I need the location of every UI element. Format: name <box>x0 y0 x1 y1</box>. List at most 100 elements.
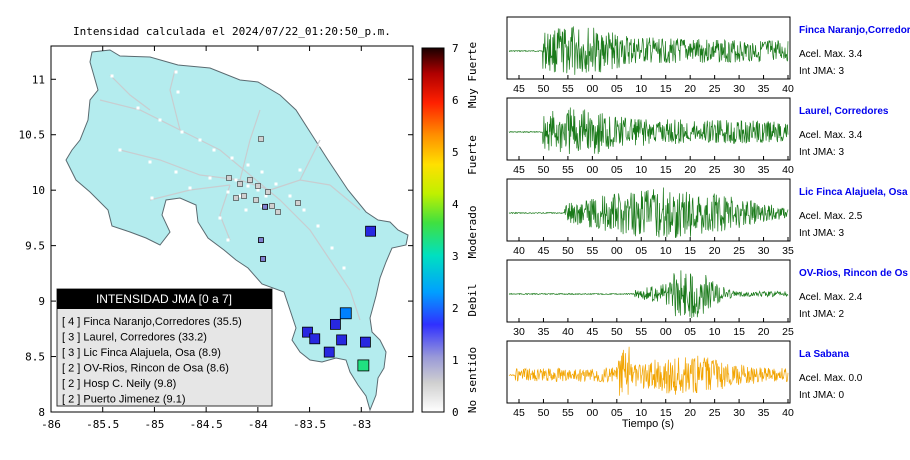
station-marker-small <box>233 195 239 201</box>
colorbar-tick-label: 7 <box>452 42 459 55</box>
trace-tick-label: 55 <box>635 326 647 338</box>
town-marker <box>158 118 162 122</box>
station-name: Finca Naranjo,Corredor <box>799 25 910 36</box>
waveform-line <box>508 25 789 75</box>
station-name: OV-Rios, Rincon de Os <box>799 268 908 279</box>
town-marker <box>212 148 216 152</box>
station-marker-small <box>258 136 264 142</box>
peak-acceleration: Acel. Max. 3.4 <box>799 130 863 141</box>
trace-panel: 30 35 40 45 50 55 00 05 10 15 20 25 OV-Rios, Rincon … <box>506 259 908 338</box>
map-x-axis: -86 -85.5 -85 -84.5 -84 -83.5 -83 <box>41 46 371 431</box>
trace-tick-label: 10 <box>635 164 647 176</box>
colorbar-tick-label: 2 <box>452 302 459 315</box>
colorbar-category-label: Fuerte <box>466 135 479 175</box>
town-marker <box>226 190 230 194</box>
legend-item: [ 2 ] Hosp C. Neily (9.8) <box>62 378 176 390</box>
trace-tick-label: 00 <box>587 164 599 176</box>
map-y-tick-label: 10 <box>32 184 45 197</box>
trace-tick-label: 30 <box>733 407 745 419</box>
colorbar-tick-label: 0 <box>452 406 459 419</box>
town-marker <box>318 143 322 147</box>
town-marker <box>264 194 268 198</box>
map-x-tick-label: -84 <box>248 418 268 431</box>
town-marker <box>176 90 180 94</box>
town-marker <box>246 163 250 167</box>
colorbar-labels: No sentido Debil Moderado Fuerte Muy Fuerte <box>466 42 479 413</box>
station-marker-small <box>241 193 247 199</box>
map-y-tick-label: 9 <box>38 295 45 308</box>
station-marker <box>302 326 313 338</box>
trace-tick-label: 50 <box>538 83 550 95</box>
trace-tick-label: 45 <box>587 326 599 338</box>
colorbar-category-label: Muy Fuerte <box>466 42 479 108</box>
trace-tick-label: 05 <box>635 245 647 257</box>
town-marker <box>188 186 192 190</box>
trace-tick-label: 20 <box>709 245 721 257</box>
waveform-line <box>508 346 789 396</box>
colorbar-category-label: Debil <box>466 283 479 316</box>
town-marker <box>330 246 334 250</box>
trace-tick-label: 15 <box>733 326 745 338</box>
town-marker <box>198 138 202 142</box>
colorbar-tick-label: 4 <box>452 198 459 211</box>
colorbar-category-label: Moderado <box>466 206 479 259</box>
trace-tick-label: 35 <box>758 83 770 95</box>
map-x-tick-label: -84.5 <box>190 418 223 431</box>
trace-tick-label: 15 <box>660 407 672 419</box>
station-marker-small <box>253 197 259 203</box>
town-marker <box>208 176 212 180</box>
time-axis-label: Tiempo (s) <box>622 418 674 430</box>
town-marker <box>342 266 346 270</box>
station-marker <box>309 333 321 345</box>
trace-tick-label: 25 <box>733 245 745 257</box>
town-marker <box>244 208 248 212</box>
map-x-tick-label: -86 <box>41 418 61 431</box>
town-marker <box>274 182 278 186</box>
trace-tick-label: 10 <box>635 407 647 419</box>
trace-tick-label: 05 <box>611 407 623 419</box>
trace-tick-label: 40 <box>782 164 794 176</box>
town-marker <box>174 70 178 74</box>
trace-tick-label: 00 <box>587 407 599 419</box>
town-marker <box>316 224 320 228</box>
costa-rica-landmass <box>65 49 409 412</box>
legend-item: [ 2 ] OV-Rios, Rincon de Osa (8.6) <box>62 363 229 375</box>
colorbar-tick-label: 6 <box>452 94 459 107</box>
town-marker <box>150 196 154 200</box>
map-title: Intensidad calculada el 2024/07/22_01:20… <box>73 25 391 38</box>
trace-tick-label: 10 <box>635 83 647 95</box>
trace-tick-label: 30 <box>513 326 525 338</box>
trace-panel: 45 50 55 00 05 10 15 20 25 30 35 40 La Sabana Acel. M… <box>506 340 863 419</box>
station-markers <box>258 203 376 372</box>
colorbar-tick-label: 3 <box>452 250 459 263</box>
station-marker-small <box>226 175 232 181</box>
station-marker <box>339 307 352 320</box>
trace-tick-label: 20 <box>758 326 770 338</box>
station-marker-small <box>295 200 301 206</box>
trace-tick-label: 05 <box>684 326 696 338</box>
colorbar-scale <box>421 47 445 413</box>
jma-intensity: Int JMA: 3 <box>799 228 844 239</box>
peak-acceleration: Acel. Max. 2.5 <box>799 211 863 222</box>
trace-tick-label: 10 <box>709 326 721 338</box>
map-x-tick-label: -83 <box>351 418 371 431</box>
trace-tick-label: 30 <box>733 164 745 176</box>
trace-tick-label: 25 <box>709 164 721 176</box>
town-marker <box>260 204 264 208</box>
trace-tick-label: 35 <box>538 326 550 338</box>
town-markers <box>110 70 346 270</box>
trace-tick-label: 20 <box>684 83 696 95</box>
station-marker-small <box>265 189 271 195</box>
town-marker <box>238 194 242 198</box>
town-marker <box>148 160 152 164</box>
trace-tick-label: 05 <box>611 83 623 95</box>
waveform-panels: 45 50 55 00 05 10 15 20 25 30 35 40 Finca Naranjo,Co… <box>506 16 910 419</box>
trace-tick-label: 50 <box>538 164 550 176</box>
town-marker <box>230 156 234 160</box>
trace-tick-label: 55 <box>562 164 574 176</box>
trace-tick-label: 25 <box>709 83 721 95</box>
station-marker-small <box>247 177 253 183</box>
town-marker <box>288 194 292 198</box>
legend-item: [ 2 ] Puerto Jimenez (9.1) <box>62 394 186 406</box>
peak-acceleration: Acel. Max. 3.4 <box>799 49 863 60</box>
